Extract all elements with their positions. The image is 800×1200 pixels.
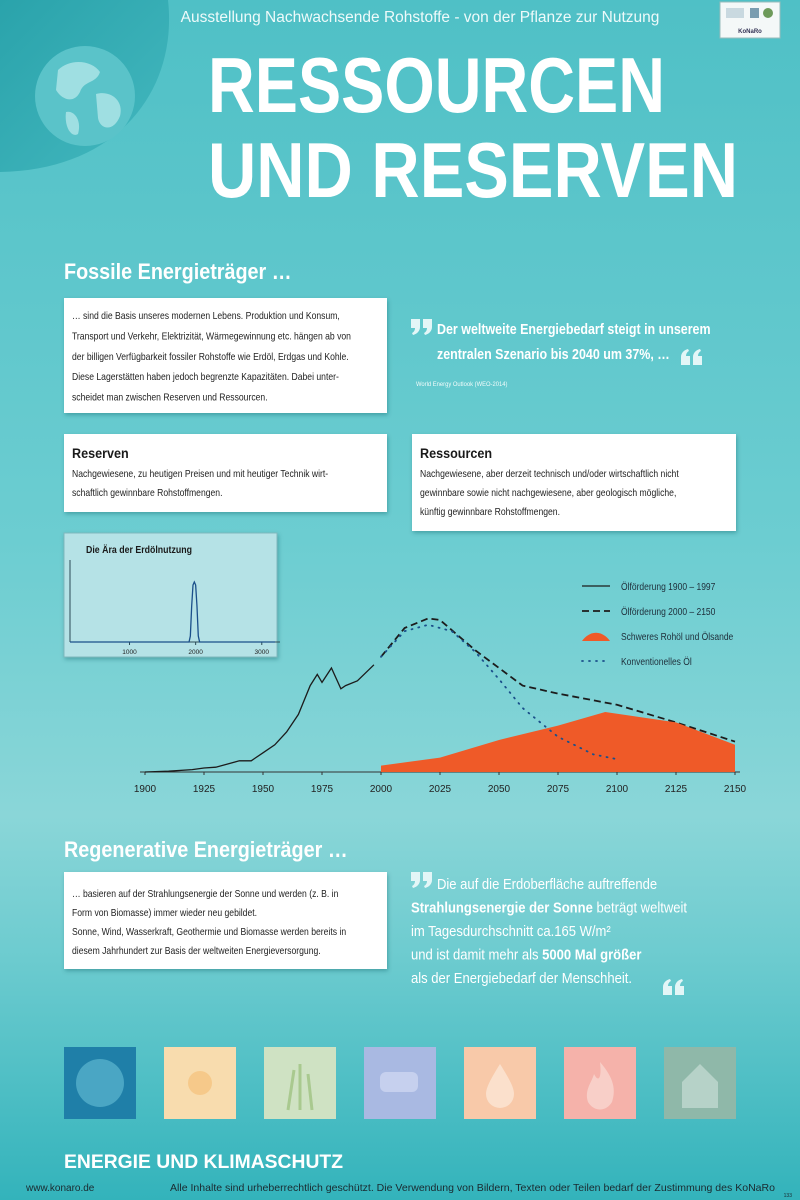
line bbox=[380, 617, 736, 743]
intro-text: diesem Jahrhundert zur Basis der weltwei… bbox=[72, 945, 321, 957]
icon-globe bbox=[76, 1059, 124, 1107]
quote-run: und ist damit mehr als bbox=[411, 947, 542, 963]
x-tick-label: 1950 bbox=[252, 784, 275, 795]
icon-flame bbox=[586, 1062, 614, 1110]
x-tick-label: 2000 bbox=[188, 649, 203, 656]
icon-house bbox=[682, 1064, 718, 1108]
resources-box bbox=[412, 434, 736, 531]
box-text: Nachgewiesene, zu heutigen Preisen und m… bbox=[72, 468, 328, 480]
legend-label: Ölförderung 2000 – 2150 bbox=[621, 606, 715, 617]
regenerative-box bbox=[64, 872, 387, 969]
continent bbox=[65, 111, 80, 135]
quote-run: 5000 Mal größer bbox=[542, 947, 642, 963]
box-text: Nachgewiesene, aber derzeit technisch un… bbox=[420, 468, 679, 480]
globe-disc bbox=[35, 46, 135, 146]
box-text: gewinnbare sowie nicht nachgewiesene, ab… bbox=[420, 487, 676, 499]
main-title: RESSOURCEN bbox=[208, 41, 665, 129]
intro-text: Sonne, Wind, Wasserkraft, Geothermie und… bbox=[72, 926, 346, 938]
legend-swatch bbox=[582, 632, 610, 641]
x-tick-label: 3000 bbox=[255, 649, 270, 656]
x-tick-label: 2100 bbox=[606, 784, 629, 795]
quote-marks bbox=[411, 319, 702, 995]
x-tick-label: 2050 bbox=[488, 784, 511, 795]
main-title: UND RESERVEN bbox=[208, 126, 738, 214]
intro-text: Form von Biomasse) immer wieder neu gebi… bbox=[72, 907, 257, 919]
inset-chart-box bbox=[63, 532, 278, 658]
footer-url: www.konaro.de bbox=[25, 1183, 95, 1194]
exhibition-title: Ausstellung Nachwachsende Rohstoffe - vo… bbox=[181, 9, 660, 26]
chart-title: Die Ära der Erdölnutzung bbox=[86, 543, 192, 555]
reserves-box bbox=[64, 434, 387, 512]
footer-copyright: Alle Inhalte sind urheberrechtlich gesch… bbox=[170, 1182, 775, 1194]
quote-text: zentralen Szenario bis 2040 um 37%, … bbox=[437, 346, 670, 362]
legend-label: Konventionelles Öl bbox=[621, 656, 692, 667]
line bbox=[70, 580, 275, 643]
logo-mark bbox=[750, 8, 759, 18]
icon-cow bbox=[380, 1072, 418, 1092]
quote-mark bbox=[693, 349, 702, 365]
logo-mark bbox=[726, 8, 744, 18]
quote-mark bbox=[411, 872, 420, 888]
icon-sun bbox=[188, 1071, 212, 1095]
quote-run: beträgt weltweit bbox=[593, 900, 687, 916]
legend-label: Ölförderung 1900 – 1997 bbox=[621, 581, 715, 592]
x-tick-label: 2075 bbox=[547, 784, 570, 795]
page-number: 133 bbox=[784, 1193, 793, 1199]
continent bbox=[56, 61, 100, 100]
line bbox=[144, 664, 375, 773]
quote-mark bbox=[411, 319, 420, 335]
legend-label: Schweres Rohöl und Ölsande bbox=[621, 631, 733, 642]
quote-line: Strahlungsenergie der Sonne beträgt welt… bbox=[411, 900, 687, 916]
quote-mark bbox=[681, 349, 690, 365]
area bbox=[381, 712, 735, 772]
box-text: künftig gewinnbare Rohstoffmengen. bbox=[420, 506, 560, 518]
intro-text: … basieren auf der Strahlungsenergie der… bbox=[72, 888, 338, 900]
x-tick-label: 1975 bbox=[311, 784, 334, 795]
logo-mark bbox=[763, 8, 773, 18]
x-tick-label: 1000 bbox=[122, 649, 137, 656]
box-text: schaftlich gewinnbare Rohstoffmengen. bbox=[72, 487, 222, 499]
intro-text: scheidet man zwischen Reserven und Resso… bbox=[72, 392, 268, 404]
footer-topic: ENERGIE UND KLIMASCHUTZ bbox=[64, 1152, 343, 1173]
intro-text: … sind die Basis unseres modernen Lebens… bbox=[72, 310, 340, 322]
quote-line: als der Energiebedarf der Menschheit. bbox=[411, 970, 632, 986]
box-title: Ressourcen bbox=[420, 445, 492, 461]
quote-line: im Tagesdurchschnitt ca.165 W/m² bbox=[411, 923, 611, 939]
intro-text: der billigen Verfügbarkeit fossiler Rohs… bbox=[72, 351, 349, 363]
quote-run: Strahlungsenergie der Sonne bbox=[411, 900, 593, 916]
intro-box bbox=[64, 298, 387, 413]
quote-run: Die auf die Erdoberfläche auftreffende bbox=[437, 876, 657, 892]
x-tick-label: 2150 bbox=[724, 784, 747, 795]
icon-row bbox=[64, 1047, 736, 1119]
box-title: Reserven bbox=[72, 445, 129, 461]
icon-grass bbox=[286, 1064, 314, 1111]
x-tick-label: 2000 bbox=[370, 784, 393, 795]
intro-text: Diese Lagerstätten haben jedoch begrenzt… bbox=[72, 371, 339, 383]
section-heading: Regenerative Energieträger … bbox=[64, 838, 348, 862]
quote-mark bbox=[423, 319, 432, 335]
x-tick-label: 2125 bbox=[665, 784, 688, 795]
quote-line: und ist damit mehr als 5000 Mal größer bbox=[411, 947, 642, 963]
x-tick-label: 1900 bbox=[134, 784, 157, 795]
icon-drop bbox=[486, 1064, 514, 1108]
x-tick-label: 1925 bbox=[193, 784, 216, 795]
quote-run: als der Energiebedarf der Menschheit. bbox=[411, 970, 632, 986]
quote-mark bbox=[675, 979, 684, 995]
line bbox=[380, 623, 618, 761]
quote-mark bbox=[663, 979, 672, 995]
quote-source: World Energy Outlook (WEO-2014) bbox=[416, 381, 507, 388]
quote-text: Der weltweite Energiebedarf steigt in un… bbox=[437, 321, 711, 337]
x-tick-label: 2025 bbox=[429, 784, 452, 795]
logo-text: KoNaRo bbox=[738, 29, 762, 35]
globe bbox=[35, 46, 135, 146]
quote-run: im Tagesdurchschnitt ca.165 W/m² bbox=[411, 923, 611, 939]
continent bbox=[96, 93, 121, 128]
section-heading: Fossile Energieträger … bbox=[64, 260, 292, 284]
quote-line: Die auf die Erdoberfläche auftreffende bbox=[437, 876, 657, 892]
quote-mark bbox=[423, 872, 432, 888]
intro-text: Transport und Verkehr, Elektrizität, Wär… bbox=[72, 331, 351, 343]
